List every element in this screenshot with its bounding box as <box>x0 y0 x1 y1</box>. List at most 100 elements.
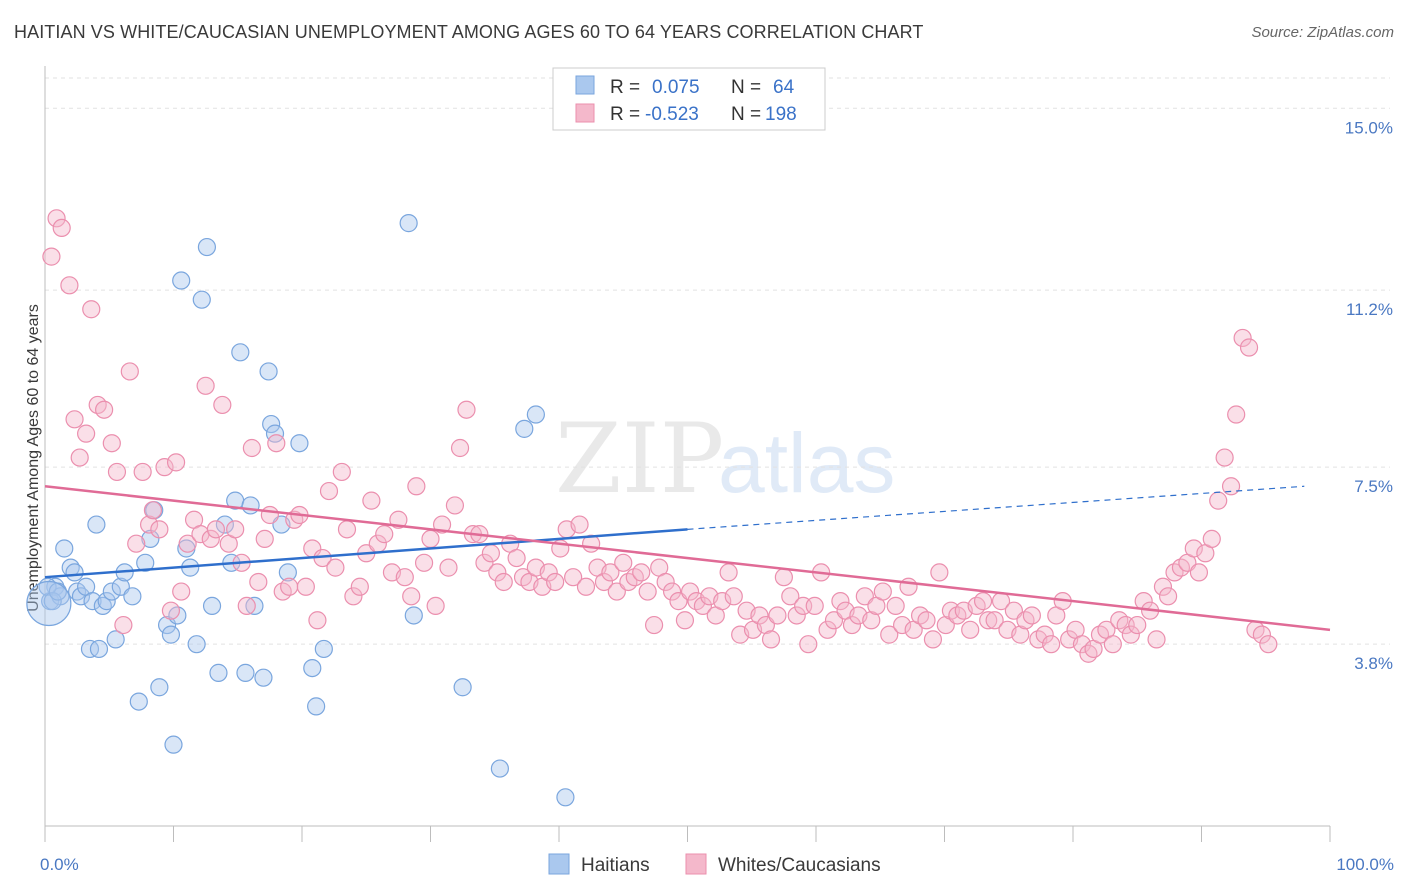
whites-point-193 <box>1227 405 1246 424</box>
whites-point-111 <box>719 563 738 582</box>
whites-point-127 <box>818 620 837 639</box>
haitians-point-60 <box>556 788 575 807</box>
haitians-point-16 <box>106 630 125 649</box>
whites-point-152 <box>973 592 993 611</box>
haitians-point-59 <box>526 405 545 424</box>
whites-point-98 <box>638 582 657 601</box>
whites-point-3 <box>60 276 79 295</box>
whites-point-116 <box>750 606 769 625</box>
whites-point-124 <box>799 635 818 654</box>
haitians-point-54 <box>399 214 418 233</box>
whites-point-20 <box>161 601 181 620</box>
whites-point-43 <box>296 577 315 596</box>
whites-point-137 <box>880 625 899 644</box>
chart-title: HAITIAN VS WHITE/CAUCASIAN UNEMPLOYMENT … <box>14 22 924 42</box>
whites-point-75 <box>494 572 513 592</box>
whites-point-153 <box>979 611 998 630</box>
whites-point-119 <box>768 606 787 625</box>
whites-point-54 <box>362 491 381 510</box>
haitians-point-12 <box>89 639 109 659</box>
whites-point-34 <box>242 438 261 458</box>
haitians-point-58 <box>515 419 534 438</box>
whites-point-160 <box>1022 606 1041 625</box>
trend-line-haitians <box>44 528 688 579</box>
haitians-point-29 <box>172 271 191 290</box>
legend-n-label-whites: N = <box>731 104 761 125</box>
whites-point-63 <box>421 529 440 549</box>
haitians-point-40 <box>231 343 250 362</box>
whites-point-45 <box>308 611 327 630</box>
haitians-point-62 <box>43 592 62 611</box>
whites-point-143 <box>917 611 936 630</box>
whites-point-29 <box>213 395 232 415</box>
whites-point-38 <box>267 434 286 453</box>
chart-source: Source: ZipAtlas.com <box>1251 24 1394 41</box>
haitians-point-21 <box>136 553 155 572</box>
whites-point-195 <box>1239 338 1259 357</box>
whites-point-13 <box>120 362 139 381</box>
whites-point-88 <box>576 577 596 596</box>
whites-point-134 <box>862 611 881 630</box>
legend-swatch-whites <box>575 103 595 123</box>
haitians-point-42 <box>241 496 260 515</box>
whites-point-91 <box>594 572 614 592</box>
whites-point-107 <box>693 596 713 615</box>
haitians-point-32 <box>187 635 206 654</box>
bottom-legend-label-whites: Whites/Caucasians <box>718 855 881 876</box>
whites-point-102 <box>662 582 682 601</box>
y-axis-label: Unemployment Among Ages 60 to 64 years <box>25 304 42 612</box>
whites-point-110 <box>713 592 732 611</box>
whites-point-16 <box>139 515 159 534</box>
haitians-point-15 <box>102 582 121 601</box>
whites-point-163 <box>1042 635 1061 654</box>
haitians-point-53 <box>314 639 333 659</box>
whites-point-19 <box>155 458 174 477</box>
whites-point-92 <box>601 563 620 582</box>
whites-point-48 <box>326 558 345 577</box>
whites-point-99 <box>644 615 664 635</box>
whites-point-9 <box>95 400 114 419</box>
series-legend: Haitians Whites/Caucasians <box>548 853 881 876</box>
whites-point-139 <box>892 615 912 635</box>
whites-point-192 <box>1221 477 1241 496</box>
trend-line-whites <box>44 485 1331 632</box>
y-tick-labels: 3.8% 7.5% 11.2% 15.0% <box>1345 118 1393 673</box>
whites-point-105 <box>680 582 700 601</box>
whites-point-191 <box>1215 448 1234 467</box>
haitians-point-7 <box>71 587 91 606</box>
whites-point-0 <box>42 247 61 266</box>
haitians-point-34 <box>197 237 217 257</box>
legend-r-value-haitians: 0.075 <box>652 77 700 98</box>
whites-point-33 <box>237 596 256 615</box>
haitians-point-11 <box>87 515 106 534</box>
legend-r-label-whites: R = <box>610 104 640 125</box>
whites-point-145 <box>930 563 949 582</box>
whites-point-36 <box>255 529 274 549</box>
x-tick-labels: 0.0% 100.0% <box>40 855 1394 874</box>
x-tick-label-1: 100.0% <box>1336 855 1394 874</box>
haitians-point-55 <box>404 606 423 625</box>
whites-point-138 <box>886 596 905 615</box>
whites-point-49 <box>332 462 351 482</box>
series-whites <box>42 209 1278 663</box>
haitians-point-27 <box>164 735 183 754</box>
whites-point-35 <box>249 572 268 592</box>
haitians-point-33 <box>192 290 211 309</box>
whites-point-10 <box>102 434 121 453</box>
whites-point-154 <box>985 611 1004 630</box>
haitians-point-52 <box>307 697 326 716</box>
whites-point-144 <box>923 630 943 649</box>
whites-point-14 <box>127 534 146 553</box>
whites-point-15 <box>133 462 152 482</box>
whites-point-7 <box>82 300 101 319</box>
whites-point-140 <box>899 577 918 596</box>
whites-point-162 <box>1035 625 1054 644</box>
bottom-legend-swatch-haitians <box>548 853 570 875</box>
whites-point-197 <box>1252 625 1271 644</box>
whites-point-18 <box>150 520 169 539</box>
legend-n-value-whites: 198 <box>765 104 797 125</box>
correlation-legend: R = 0.075 N = 64 R = -0.523 N = 198 <box>552 67 826 131</box>
x-tick-label-0: 0.0% <box>40 855 79 874</box>
haitians-point-24 <box>150 678 169 697</box>
whites-point-69 <box>457 400 476 419</box>
